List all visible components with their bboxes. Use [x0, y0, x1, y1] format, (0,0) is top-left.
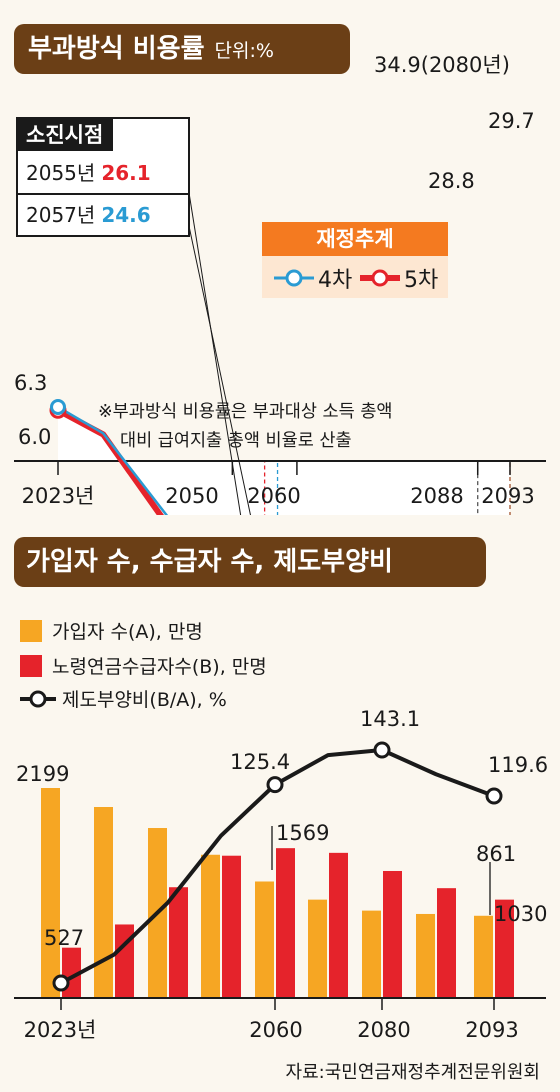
x-tick-label: 2093 — [481, 484, 534, 508]
legend-recipients-swatch — [20, 654, 42, 677]
bar-recipients — [222, 855, 241, 998]
label-end-5th: 29.7 — [488, 109, 535, 133]
plot-area-fill — [58, 410, 510, 515]
legend-line-4th-icon — [274, 269, 314, 287]
section1-title: 부과방식 비용률 단위:% — [28, 24, 274, 76]
bar-subscribers — [94, 807, 113, 998]
ratio-marker — [373, 741, 391, 759]
source-note: 자료:국민연금재정추계전문위원회 — [285, 1062, 540, 1083]
legend-label-4th: 4차 — [318, 268, 353, 293]
projection-legend-title: 재정추계 — [262, 222, 448, 256]
legend-ratio: 제도부양비(B/A), % — [20, 685, 227, 712]
x-tick-label: 2080 — [357, 1018, 410, 1042]
projection-legend: 재정추계 4차 5차 — [262, 222, 448, 298]
bar-recipients — [329, 852, 348, 998]
exhaustion-value-5th: 26.1 — [101, 161, 151, 185]
x-tick-label: 2088 — [410, 484, 463, 508]
ratio-marker — [52, 974, 70, 992]
ratio-marker — [485, 787, 503, 805]
x-tick-label: 2023년 — [24, 1018, 97, 1042]
exhaustion-year-4th: 2057년 — [26, 203, 96, 227]
exhaustion-year-5th: 2055년 — [26, 161, 96, 185]
exhaustion-box: 소진시점 2055년 26.1 2057년 24.6 — [16, 117, 190, 237]
ratio-line-tail — [274, 748, 495, 798]
bar-subscribers — [362, 910, 381, 998]
cost-rate-line-chart: 2023년 2050 2060 2088 2093 6.3 6.0 34.9(2080년) 2… — [14, 53, 546, 515]
bar-recipients — [169, 887, 188, 998]
label-ratio-2093: 119.6 — [488, 753, 548, 777]
legend-recipients: 노령연금수급자수(B), 만명 — [20, 652, 267, 679]
section1-unit: 단위:% — [214, 40, 274, 62]
x-tick-label: 2060 — [247, 484, 300, 508]
ratio-marker — [266, 776, 284, 794]
legend-subscribers-label: 가입자 수(A), 만명 — [52, 621, 203, 643]
footnote-line-2: 대비 급여지출 총액 비율로 산출 — [120, 431, 352, 451]
series-4th-line — [57, 405, 169, 515]
section2-title: 가입자 수, 수급자 수, 제도부양비 — [26, 547, 393, 577]
bar-recipients — [115, 924, 134, 998]
label-start-5th: 6.3 — [14, 371, 47, 395]
label-ratio-2060: 125.4 — [230, 750, 290, 774]
footnote-line-1: ※부과방식 비용률은 부과대상 소득 총액 — [98, 402, 393, 422]
x-tick-label: 2023년 — [22, 484, 95, 508]
bar-subscribers — [308, 899, 327, 998]
bar-subscribers — [201, 854, 220, 998]
x-tick-label: 2060 — [249, 1018, 302, 1042]
bar-subscribers — [148, 828, 167, 998]
legend-ratio-line-icon — [20, 690, 56, 707]
label-end-4th: 28.8 — [428, 169, 475, 193]
bar-recipients — [495, 899, 514, 998]
section1-title-bar — [14, 24, 350, 74]
label-recipients-2023: 527 — [44, 926, 84, 950]
legend-item-4th: 4차 — [274, 262, 352, 294]
bar-recipients — [437, 888, 456, 998]
legend-label-5th: 5차 — [404, 268, 439, 293]
label-recipients-2093: 1030 — [494, 902, 547, 926]
x-tick-label: 2050 — [165, 484, 218, 508]
ratio-line — [60, 783, 277, 985]
exhaustion-row-5th: 2055년 26.1 — [18, 153, 188, 193]
legend-line-5th-icon — [360, 269, 400, 287]
legend-recipients-label: 노령연금수급자수(B), 만명 — [52, 656, 267, 678]
leader-2057 — [185, 211, 251, 515]
exhaustion-header: 소진시점 — [16, 117, 114, 151]
bar-subscribers — [255, 881, 274, 998]
legend-subscribers-swatch — [20, 619, 42, 642]
label-ratio-2080: 143.1 — [360, 707, 420, 731]
label-subscribers-2093: 861 — [476, 842, 516, 866]
bar-subscribers — [41, 788, 60, 998]
legend-ratio-label: 제도부양비(B/A), % — [62, 689, 227, 711]
leader-2055 — [185, 173, 242, 515]
footnote: ※부과방식 비용률은 부과대상 소득 총액 대비 급여지출 총액 비율로 산출 — [98, 398, 393, 456]
section2-title-bar — [14, 537, 486, 587]
label-start-4th: 6.0 — [18, 425, 51, 449]
series-5th-line — [56, 407, 165, 515]
exhaustion-row-4th: 2057년 24.6 — [18, 193, 188, 235]
label-peak: 34.9(2080년) — [374, 53, 510, 77]
legend-item-5th: 5차 — [360, 262, 438, 294]
marker-4th — [50, 399, 66, 415]
label-recipients-2060: 1569 — [276, 821, 329, 845]
bar-subscribers — [474, 915, 493, 998]
x-tick-label: 2093 — [465, 1018, 518, 1042]
bar-subscribers — [416, 913, 435, 998]
legend-subscribers: 가입자 수(A), 만명 — [20, 617, 203, 644]
bar-recipients — [383, 870, 402, 998]
label-subscribers-2023: 2199 — [16, 762, 69, 786]
exhaustion-value-4th: 24.6 — [101, 203, 151, 227]
bar-recipients — [276, 848, 295, 998]
section1-title-label: 부과방식 비용률 — [28, 34, 205, 64]
bar-recipients — [62, 947, 81, 998]
